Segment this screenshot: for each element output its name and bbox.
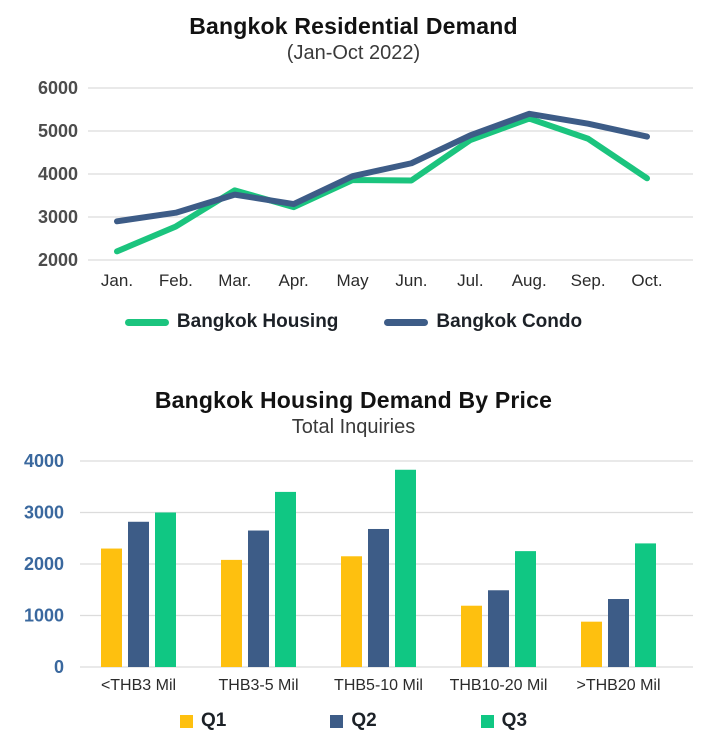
y-tick-label: 1000	[24, 606, 64, 626]
y-tick-label: 3000	[38, 207, 78, 227]
bar-q2-1	[248, 530, 269, 667]
q1-swatch	[179, 714, 193, 728]
legend-item-bangkok-condo: Bangkok Condo	[384, 311, 582, 333]
line-chart-title: Bangkok Residential Demand	[189, 13, 518, 39]
category-label: THB10-20 Mil	[450, 677, 548, 694]
legend-label-q1: Q1	[200, 710, 227, 731]
legend-label-condo: Bangkok Condo	[436, 311, 583, 332]
bar-chart-title: Bangkok Housing Demand By Price	[154, 387, 553, 413]
y-tick-label: 2000	[24, 554, 64, 574]
legend-item-q3: Q3	[480, 710, 528, 732]
bar-q2-3	[488, 590, 509, 667]
bar-q3-3	[515, 551, 536, 667]
x-tick-label: Jul.	[457, 271, 483, 290]
x-tick-label: Aug.	[512, 271, 547, 290]
x-tick-label: Mar.	[218, 271, 251, 290]
bar-chart-header: Bangkok Housing Demand By Price Total In…	[0, 386, 707, 440]
y-tick-label: 4000	[38, 164, 78, 184]
line-chart-plot: 2000 3000 4000 5000 6000 Jan. Feb. Mar. Apr. May J…	[38, 78, 693, 290]
line-chart-header: Bangkok Residential Demand (Jan-Oct 2022…	[0, 12, 707, 66]
bar-q2-0	[128, 521, 149, 667]
series-line-bangkok-condo	[114, 110, 650, 225]
line-chart-legend: Bangkok Housing Bangkok Condo	[0, 306, 707, 338]
legend-item-q1: Q1	[179, 710, 227, 732]
bar-q1-0	[101, 548, 122, 667]
line-chart-subtitle: (Jan-Oct 2022)	[286, 42, 421, 64]
bar-q3-1	[275, 491, 296, 667]
q3-swatch	[480, 714, 494, 728]
bar-chart-subtitle: Total Inquiries	[291, 416, 416, 438]
bar-q3-4	[635, 543, 656, 667]
bar-q2-2	[368, 528, 389, 667]
legend-label-q2: Q2	[351, 710, 377, 731]
legend-item-q2: Q2	[330, 710, 377, 732]
housing-line-swatch	[124, 318, 169, 326]
legend-label-housing: Bangkok Housing	[176, 311, 339, 332]
bar-q1-4	[581, 621, 602, 667]
y-tick-label: 2000	[38, 250, 78, 270]
category-label: THB3-5 Mil	[218, 677, 298, 694]
series-line-bangkok-housing	[114, 115, 650, 255]
category-label: <THB3 Mil	[101, 677, 176, 694]
x-tick-label: Oct.	[631, 271, 662, 290]
bar-chart-plot: 0 1000 2000 3000 4000 <THB3 Mil THB3-5 Mil THB5…	[24, 451, 693, 694]
x-tick-label: Sep.	[571, 271, 606, 290]
bar-q3-2	[395, 469, 416, 667]
x-tick-label: Jun.	[395, 271, 427, 290]
q2-swatch	[330, 714, 344, 728]
y-tick-label: 3000	[24, 503, 64, 523]
bar-q2-4	[608, 599, 629, 667]
bar-q1-2	[341, 556, 362, 667]
y-tick-label: 0	[54, 657, 64, 677]
y-tick-label: 5000	[38, 121, 78, 141]
legend-label-q3: Q3	[501, 710, 528, 731]
category-label: >THB20 Mil	[576, 677, 660, 694]
x-tick-label: Feb.	[159, 271, 193, 290]
condo-line-swatch	[384, 318, 429, 326]
bar-q3-0	[155, 512, 176, 667]
category-label: THB5-10 Mil	[334, 677, 423, 694]
x-tick-label: May	[336, 271, 369, 290]
bar-q1-1	[221, 559, 242, 667]
x-tick-label: Apr.	[279, 271, 309, 290]
bar-q1-3	[461, 605, 482, 667]
y-tick-label: 4000	[24, 451, 64, 471]
x-tick-label: Jan.	[101, 271, 133, 290]
y-tick-label: 6000	[38, 78, 78, 98]
bar-chart-legend: Q1 Q2 Q3	[0, 706, 707, 736]
legend-item-bangkok-housing: Bangkok Housing	[124, 311, 339, 333]
